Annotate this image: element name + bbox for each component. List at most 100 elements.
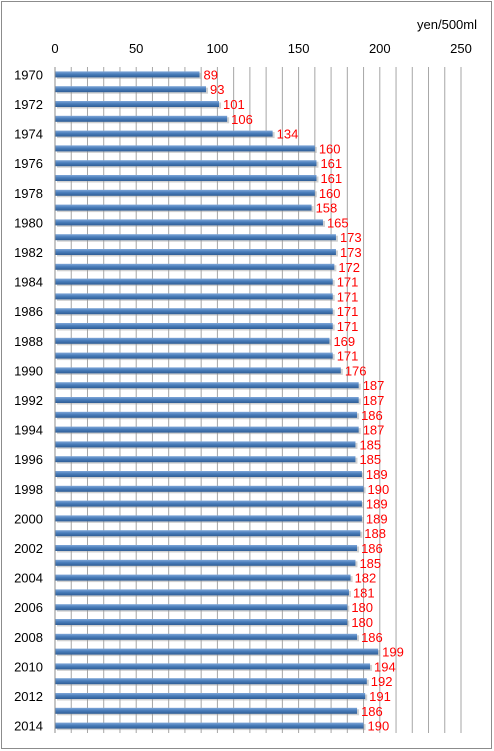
bar xyxy=(55,678,367,685)
data-label: 171 xyxy=(337,275,359,290)
bar xyxy=(55,145,315,152)
data-label: 189 xyxy=(366,497,388,512)
x-tick-label: 150 xyxy=(288,41,310,56)
bar xyxy=(55,71,200,78)
category-label: 2008 xyxy=(14,630,43,645)
bar xyxy=(55,115,228,122)
category-label: 2004 xyxy=(14,571,43,586)
category-label: 1982 xyxy=(14,245,43,260)
data-label: 186 xyxy=(361,541,383,556)
category-label: 1984 xyxy=(14,275,43,290)
data-label: 185 xyxy=(359,556,381,571)
bar xyxy=(55,722,364,729)
data-label: 169 xyxy=(333,334,355,349)
data-label: 93 xyxy=(210,82,224,97)
x-tick-label: 100 xyxy=(207,41,229,56)
bar xyxy=(55,352,333,359)
category-label: 1992 xyxy=(14,393,43,408)
bar xyxy=(55,234,336,241)
bar xyxy=(55,249,336,255)
bar xyxy=(55,337,330,344)
data-label: 190 xyxy=(368,482,390,497)
data-label: 186 xyxy=(361,408,383,423)
bar xyxy=(55,604,348,611)
data-label: 171 xyxy=(337,349,359,364)
data-label: 199 xyxy=(382,645,404,660)
bar xyxy=(55,633,358,640)
x-tick-label: 0 xyxy=(51,41,58,56)
category-label: 2002 xyxy=(14,541,43,556)
data-label: 190 xyxy=(368,719,390,734)
bar xyxy=(55,101,220,107)
data-label: 181 xyxy=(353,585,375,600)
bar xyxy=(55,219,323,226)
data-label: 176 xyxy=(345,363,367,378)
bar xyxy=(55,574,351,581)
x-tick-labels: 0 50 100 150 200 250 xyxy=(51,41,471,56)
bar xyxy=(55,382,359,389)
x-tick-label: 250 xyxy=(450,41,472,56)
bar xyxy=(55,86,207,93)
data-label: 189 xyxy=(366,511,388,526)
category-label: 2006 xyxy=(14,600,43,615)
bar xyxy=(55,323,333,329)
data-label: 180 xyxy=(351,600,373,615)
data-label: 188 xyxy=(364,526,386,541)
category-label: 1990 xyxy=(14,363,43,378)
bar xyxy=(55,263,335,270)
bar xyxy=(55,293,333,300)
data-label: 101 xyxy=(223,97,245,112)
category-label: 1970 xyxy=(14,67,43,82)
bar xyxy=(55,559,356,566)
data-label: 180 xyxy=(351,615,373,630)
data-label: 165 xyxy=(327,215,349,230)
bar xyxy=(55,471,362,477)
bar xyxy=(55,648,379,655)
bar xyxy=(55,278,333,285)
data-label: 171 xyxy=(337,289,359,304)
bar xyxy=(55,426,359,433)
bar xyxy=(55,530,361,537)
data-label: 187 xyxy=(363,423,385,438)
unit-label: yen/500ml xyxy=(417,17,477,32)
bar xyxy=(55,441,356,448)
data-label: 192 xyxy=(371,674,393,689)
data-label: 191 xyxy=(369,689,391,704)
data-label: 106 xyxy=(231,112,253,127)
category-label: 2010 xyxy=(14,659,43,674)
data-label: 173 xyxy=(340,245,362,260)
bars xyxy=(55,71,381,731)
category-label: 2014 xyxy=(14,719,43,734)
data-labels: 8993101106134160161161160158165173173172… xyxy=(204,67,404,733)
bar xyxy=(55,456,356,463)
data-label: 185 xyxy=(359,452,381,467)
category-label: 1980 xyxy=(14,215,43,230)
data-label: 161 xyxy=(320,171,342,186)
data-label: 186 xyxy=(361,704,383,719)
category-labels: 1970 1972 1974 1976 1978 1980 1982 1984 1986 1988… xyxy=(14,67,43,733)
category-label: 1978 xyxy=(14,186,43,201)
data-label: 160 xyxy=(319,141,341,156)
category-label: 1988 xyxy=(14,334,43,349)
category-label: 2012 xyxy=(14,689,43,704)
data-label: 89 xyxy=(204,67,218,82)
category-label: 1974 xyxy=(14,127,43,142)
data-label: 189 xyxy=(366,467,388,482)
bar xyxy=(55,545,358,551)
data-label: 171 xyxy=(337,304,359,319)
x-tick-label: 50 xyxy=(129,41,143,56)
bar xyxy=(55,308,333,315)
data-label: 158 xyxy=(316,201,338,216)
data-label: 185 xyxy=(359,437,381,452)
data-label: 187 xyxy=(363,393,385,408)
bar xyxy=(55,663,371,670)
category-label: 1986 xyxy=(14,304,43,319)
bar xyxy=(55,204,312,211)
category-label: 1972 xyxy=(14,97,43,112)
data-label: 182 xyxy=(355,571,377,586)
bar xyxy=(55,130,273,137)
bar xyxy=(55,693,366,699)
bar xyxy=(55,411,358,418)
bar xyxy=(55,189,315,196)
bar xyxy=(55,707,358,714)
